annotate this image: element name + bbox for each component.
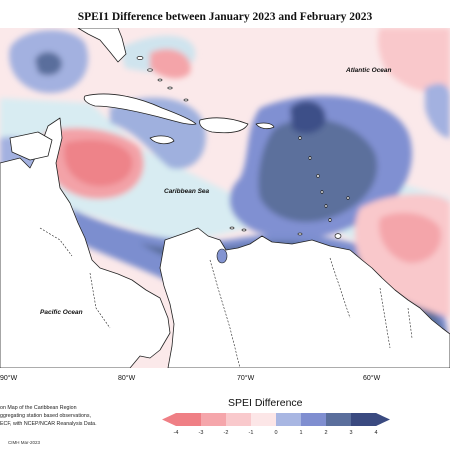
pacific-ocean-label: Pacific Ocean: [40, 309, 83, 316]
longitude-tick-60w: 60°W: [363, 375, 381, 382]
color-bar-swatch: [176, 413, 202, 426]
curacao-island: [241, 228, 247, 232]
lesser-antilles-island-5: [324, 204, 328, 208]
color-bar-tick-label: 3: [349, 430, 352, 436]
puerto-rico-island: [255, 122, 275, 130]
color-bar-tick-label: 0: [274, 430, 277, 436]
lesser-antilles-island-3: [316, 173, 320, 179]
central-america-landmass: [0, 117, 171, 368]
color-bar-swatch: [201, 413, 227, 426]
longitude-tick-70w: 70°W: [237, 375, 255, 382]
trinidad-island: [334, 233, 342, 239]
color-bar-tick-label: 2: [324, 430, 327, 436]
bahamas-island-4: [167, 86, 173, 90]
south-america-landmass: [159, 227, 450, 368]
negative-anomaly-northeast: [377, 28, 450, 92]
lesser-antilles-island-2: [308, 156, 312, 160]
color-bar-swatch: [251, 413, 277, 426]
lesser-antilles-island-4: [320, 190, 324, 194]
positive-anomaly-northeast: [425, 83, 450, 138]
longitude-tick-80w: 80°W: [118, 375, 136, 382]
lake-maracaibo: [216, 248, 228, 264]
caribbean-sea-label: Caribbean Sea: [164, 188, 210, 195]
negative-anomaly-bahamas: [150, 49, 191, 79]
border-3: [209, 259, 241, 368]
hispaniola-island: [199, 117, 249, 134]
jamaica-island: [149, 135, 175, 145]
positive-anomaly-central-core: [258, 118, 378, 222]
cuba-island: [83, 93, 197, 125]
florida-peninsula: [77, 28, 127, 63]
color-bar-swatch: [226, 413, 252, 426]
bahamas-island-1: [136, 56, 144, 60]
border-4: [329, 257, 351, 319]
positive-anomaly-nw-core: [35, 52, 62, 76]
yucatan-peninsula: [9, 131, 53, 161]
spei-difference-map: [0, 28, 450, 368]
color-bar-swatch: [326, 413, 352, 426]
negative-anomaly-west-caribbean-core: [64, 139, 133, 187]
margarita-island: [297, 232, 303, 236]
barbados-island: [346, 196, 350, 200]
positive-anomaly-antilles-core: [290, 100, 326, 134]
credit-line-1: on Map of the Caribbean Region: [0, 405, 77, 411]
negative-anomaly-east-core: [379, 212, 441, 263]
bahamas-island-2: [147, 68, 153, 72]
color-bar-swatch: [276, 413, 302, 426]
color-bar-tick-label: -1: [249, 430, 254, 436]
credit-text: on Map of the Caribbean Region ggregatin…: [0, 404, 97, 428]
production-stamp: CIMH Mar-2023: [8, 440, 41, 445]
longitude-tick-90w: 90°W: [0, 375, 18, 382]
color-bar-swatch: [301, 413, 327, 426]
credit-line-3: ECF, with NCEP/NCAR Reanalysis Data.: [0, 421, 97, 427]
color-bar: -4 -3 -2 -1 0 1 2 3 4: [162, 413, 390, 436]
aruba-island: [229, 226, 235, 230]
border-1: [39, 227, 73, 257]
color-bar-swatch: [351, 413, 377, 426]
lesser-antilles-island-6: [328, 218, 332, 222]
legend-title: SPEI Difference: [228, 397, 303, 409]
border-6: [407, 307, 413, 339]
color-bar-tick-label: -4: [174, 430, 179, 436]
color-bar-extend-low: [162, 413, 176, 426]
lesser-antilles-island-1: [298, 136, 302, 140]
border-2: [89, 272, 111, 329]
color-bar-tick-label: 1: [299, 430, 302, 436]
turks-caicos-island: [183, 98, 189, 102]
bahamas-island-3: [157, 78, 163, 82]
map-title: SPEI1 Difference between January 2023 an…: [77, 11, 373, 23]
color-bar-tick-label: 4: [374, 430, 377, 436]
atlantic-ocean-label: Atlantic Ocean: [346, 67, 392, 74]
color-bar-extend-high: [376, 413, 390, 426]
credit-line-2: ggregating station based observations,: [0, 413, 91, 419]
border-5: [379, 287, 391, 349]
positive-anomaly-cuba: [110, 97, 206, 169]
color-bar-tick-label: -3: [199, 430, 204, 436]
color-bar-tick-label: -2: [224, 430, 229, 436]
